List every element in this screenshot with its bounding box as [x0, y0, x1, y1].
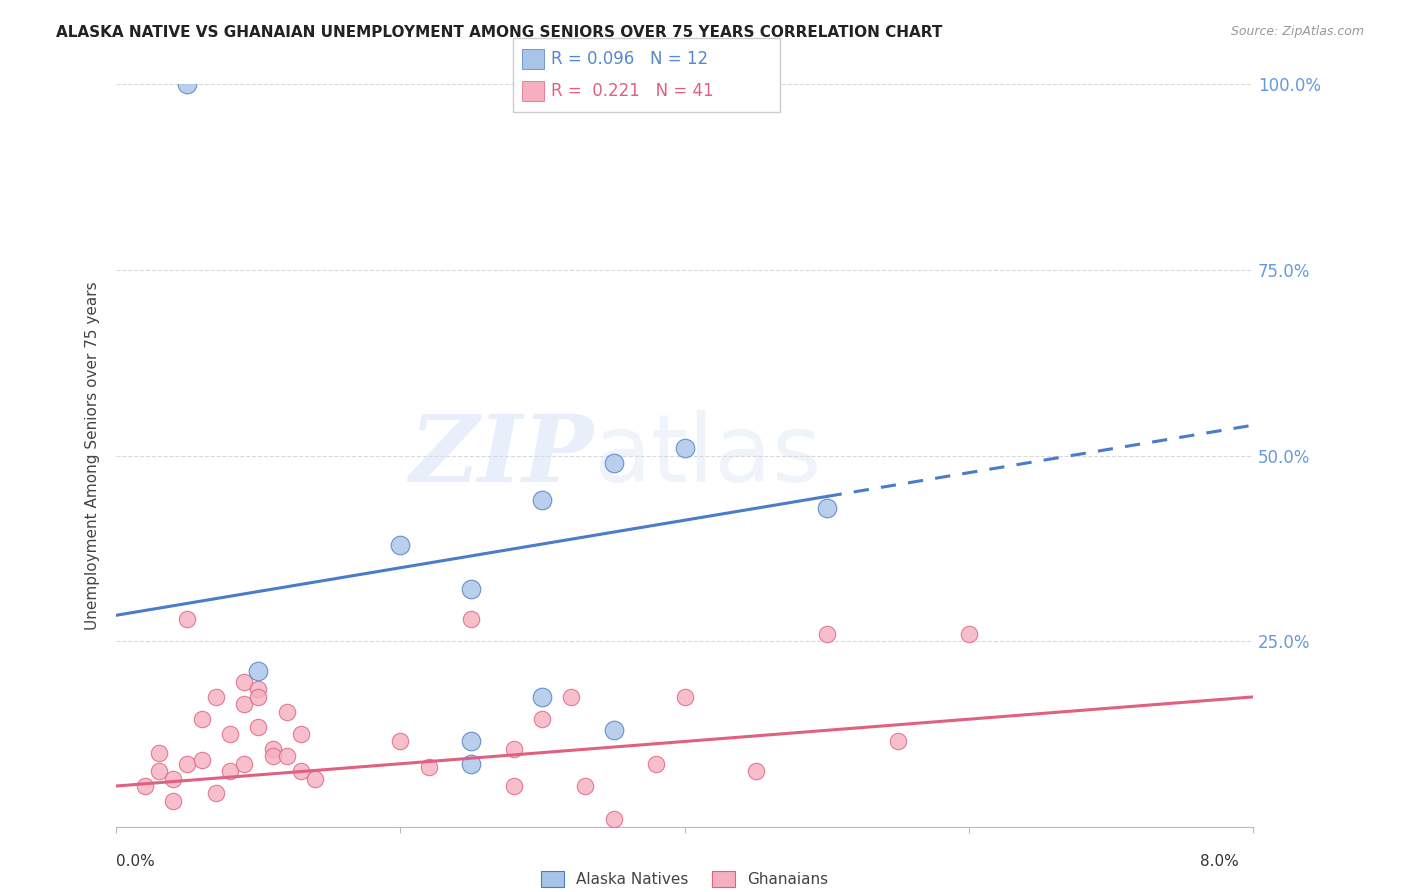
- Point: [148, 764, 170, 779]
- Point: [602, 456, 624, 470]
- Point: [262, 742, 284, 756]
- Point: [673, 690, 696, 704]
- Point: [176, 756, 198, 771]
- Point: [531, 493, 554, 508]
- Point: [190, 712, 212, 726]
- Point: [389, 734, 412, 748]
- Point: [233, 756, 256, 771]
- Point: [304, 772, 326, 786]
- Text: ZIP: ZIP: [409, 410, 593, 500]
- Point: [503, 779, 526, 793]
- Point: [531, 712, 554, 726]
- Point: [162, 794, 184, 808]
- Point: [460, 734, 482, 748]
- Point: [389, 538, 412, 552]
- Text: ALASKA NATIVE VS GHANAIAN UNEMPLOYMENT AMONG SENIORS OVER 75 YEARS CORRELATION C: ALASKA NATIVE VS GHANAIAN UNEMPLOYMENT A…: [56, 25, 942, 40]
- Point: [290, 764, 312, 779]
- Point: [602, 813, 624, 827]
- Point: [148, 746, 170, 760]
- Point: [645, 756, 668, 771]
- Point: [460, 756, 482, 771]
- Point: [247, 720, 270, 734]
- Point: [162, 772, 184, 786]
- Point: [460, 612, 482, 626]
- Text: atlas: atlas: [593, 409, 823, 501]
- Point: [560, 690, 582, 704]
- Legend: Alaska Natives, Ghanaians: Alaska Natives, Ghanaians: [536, 865, 834, 892]
- Point: [531, 690, 554, 704]
- Point: [886, 734, 908, 748]
- Point: [204, 690, 226, 704]
- Point: [744, 764, 766, 779]
- Point: [204, 787, 226, 801]
- Point: [957, 627, 980, 641]
- Point: [503, 742, 526, 756]
- Point: [134, 779, 156, 793]
- Point: [176, 612, 198, 626]
- Point: [176, 78, 198, 92]
- Point: [460, 582, 482, 597]
- Point: [276, 749, 298, 764]
- Y-axis label: Unemployment Among Seniors over 75 years: Unemployment Among Seniors over 75 years: [86, 281, 100, 630]
- Point: [262, 749, 284, 764]
- Text: R =  0.221   N = 41: R = 0.221 N = 41: [551, 82, 714, 100]
- Point: [219, 727, 242, 741]
- Point: [233, 675, 256, 690]
- Point: [290, 727, 312, 741]
- Point: [190, 753, 212, 767]
- Point: [815, 500, 838, 515]
- Point: [418, 760, 440, 774]
- Point: [673, 441, 696, 455]
- Point: [233, 698, 256, 712]
- Point: [247, 664, 270, 678]
- Text: 8.0%: 8.0%: [1201, 854, 1239, 869]
- Text: Source: ZipAtlas.com: Source: ZipAtlas.com: [1230, 25, 1364, 38]
- Text: 0.0%: 0.0%: [117, 854, 155, 869]
- Point: [247, 690, 270, 704]
- Point: [815, 627, 838, 641]
- Point: [602, 723, 624, 738]
- Point: [219, 764, 242, 779]
- Point: [276, 705, 298, 719]
- Text: R = 0.096   N = 12: R = 0.096 N = 12: [551, 50, 709, 68]
- Point: [574, 779, 596, 793]
- Point: [247, 682, 270, 697]
